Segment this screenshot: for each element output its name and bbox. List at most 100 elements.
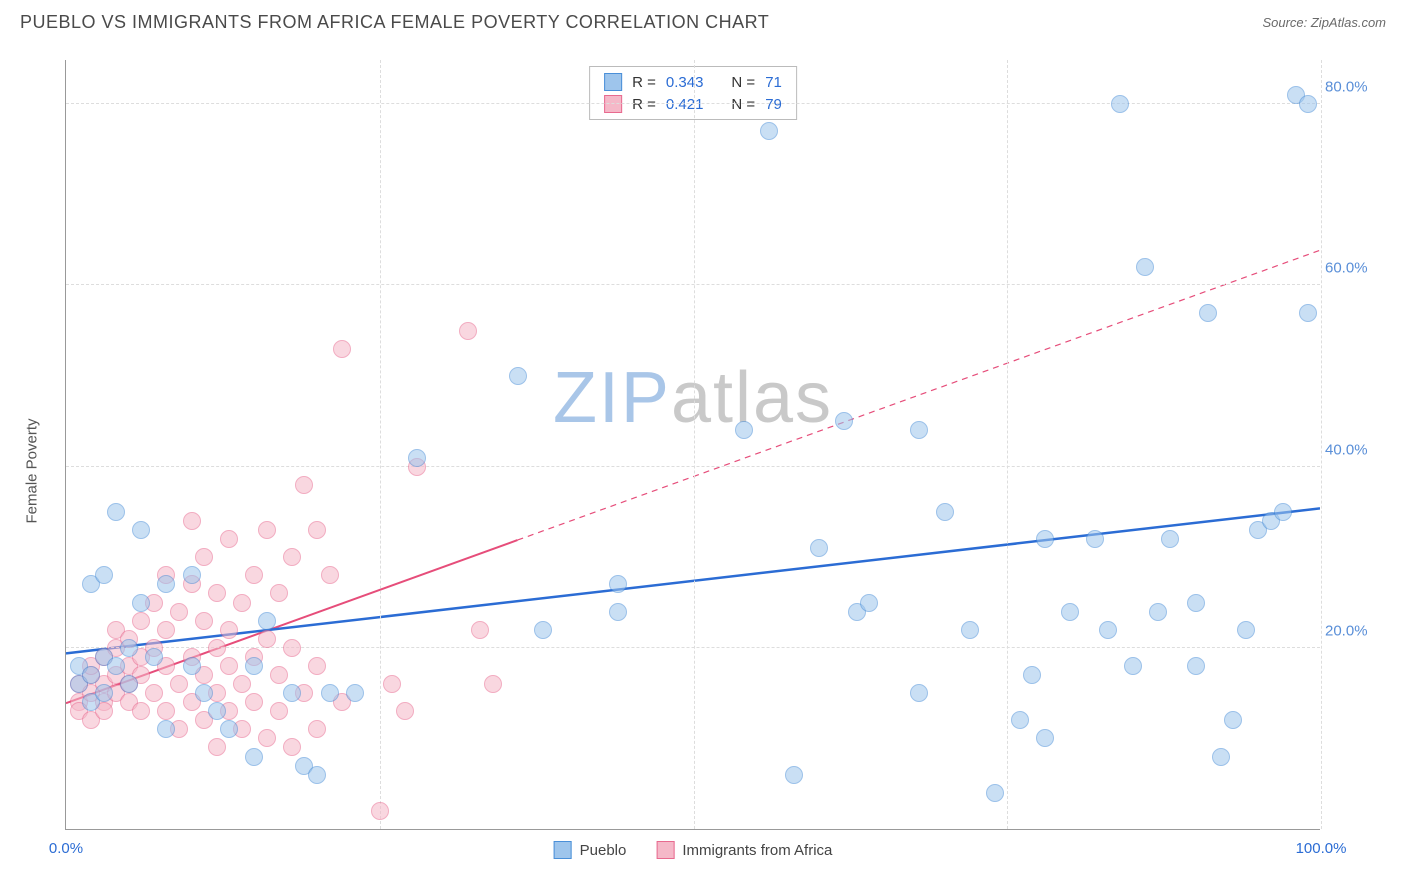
scatter-point-africa: [170, 675, 188, 693]
swatch-pueblo: [604, 73, 622, 91]
scatter-point-africa: [208, 738, 226, 756]
scatter-point-pueblo: [910, 684, 928, 702]
scatter-point-africa: [471, 621, 489, 639]
scatter-point-pueblo: [195, 684, 213, 702]
scatter-point-pueblo: [760, 122, 778, 140]
scatter-point-pueblo: [1149, 603, 1167, 621]
scatter-point-pueblo: [1061, 603, 1079, 621]
scatter-point-africa: [295, 476, 313, 494]
legend-item-africa: Immigrants from Africa: [656, 841, 832, 859]
scatter-point-pueblo: [120, 675, 138, 693]
scatter-point-pueblo: [120, 639, 138, 657]
scatter-point-pueblo: [785, 766, 803, 784]
scatter-point-africa: [170, 603, 188, 621]
scatter-point-pueblo: [157, 575, 175, 593]
scatter-point-africa: [233, 594, 251, 612]
legend-item-pueblo: Pueblo: [554, 841, 627, 859]
scatter-point-pueblo: [986, 784, 1004, 802]
scatter-point-pueblo: [1086, 530, 1104, 548]
scatter-point-pueblo: [609, 575, 627, 593]
scatter-point-pueblo: [534, 621, 552, 639]
scatter-point-pueblo: [95, 684, 113, 702]
scatter-point-pueblo: [936, 503, 954, 521]
scatter-point-africa: [132, 612, 150, 630]
stats-n-pueblo: 71: [765, 74, 782, 91]
scatter-point-africa: [220, 530, 238, 548]
scatter-point-pueblo: [220, 720, 238, 738]
scatter-point-pueblo: [1161, 530, 1179, 548]
scatter-point-pueblo: [183, 657, 201, 675]
stats-n-label: N =: [731, 74, 755, 91]
swatch-pueblo: [554, 841, 572, 859]
scatter-point-pueblo: [1099, 621, 1117, 639]
scatter-point-africa: [321, 566, 339, 584]
scatter-point-pueblo: [735, 421, 753, 439]
scatter-point-africa: [233, 675, 251, 693]
scatter-point-pueblo: [346, 684, 364, 702]
scatter-point-africa: [145, 684, 163, 702]
scatter-point-pueblo: [183, 566, 201, 584]
scatter-point-pueblo: [145, 648, 163, 666]
scatter-point-pueblo: [107, 657, 125, 675]
scatter-point-pueblo: [132, 521, 150, 539]
scatter-point-africa: [308, 720, 326, 738]
scatter-point-africa: [270, 584, 288, 602]
scatter-point-pueblo: [1111, 95, 1129, 113]
scatter-point-africa: [245, 693, 263, 711]
scatter-point-pueblo: [1136, 258, 1154, 276]
scatter-point-pueblo: [283, 684, 301, 702]
scatter-point-pueblo: [1299, 304, 1317, 322]
scatter-point-pueblo: [245, 748, 263, 766]
scatter-point-africa: [396, 702, 414, 720]
scatter-point-pueblo: [1187, 657, 1205, 675]
y-tick-label: 60.0%: [1325, 260, 1380, 277]
source-attribution: Source: ZipAtlas.com: [1262, 15, 1386, 30]
scatter-point-africa: [270, 702, 288, 720]
scatter-point-pueblo: [408, 449, 426, 467]
scatter-point-pueblo: [308, 766, 326, 784]
scatter-point-africa: [333, 340, 351, 358]
scatter-point-africa: [132, 702, 150, 720]
scatter-point-africa: [195, 612, 213, 630]
stats-r-pueblo: 0.343: [666, 74, 704, 91]
scatter-point-pueblo: [1199, 304, 1217, 322]
scatter-point-pueblo: [258, 612, 276, 630]
scatter-point-pueblo: [1299, 95, 1317, 113]
scatter-point-pueblo: [1187, 594, 1205, 612]
scatter-point-africa: [157, 621, 175, 639]
scatter-point-pueblo: [245, 657, 263, 675]
legend-label-pueblo: Pueblo: [580, 842, 627, 859]
scatter-point-africa: [283, 548, 301, 566]
scatter-point-pueblo: [132, 594, 150, 612]
scatter-point-africa: [371, 802, 389, 820]
scatter-point-africa: [270, 666, 288, 684]
scatter-point-africa: [258, 729, 276, 747]
y-tick-label: 80.0%: [1325, 79, 1380, 96]
scatter-point-pueblo: [509, 367, 527, 385]
scatter-point-pueblo: [1124, 657, 1142, 675]
swatch-africa: [656, 841, 674, 859]
chart-container: Female Poverty ZIPatlas R = 0.343 N = 71…: [20, 50, 1386, 892]
scatter-point-africa: [459, 322, 477, 340]
chart-title: PUEBLO VS IMMIGRANTS FROM AFRICA FEMALE …: [20, 12, 769, 33]
scatter-point-pueblo: [1237, 621, 1255, 639]
x-tick-min: 0.0%: [49, 840, 83, 857]
scatter-point-africa: [157, 702, 175, 720]
scatter-point-pueblo: [1224, 711, 1242, 729]
scatter-point-pueblo: [321, 684, 339, 702]
x-tick-max: 100.0%: [1296, 840, 1347, 857]
scatter-point-africa: [308, 657, 326, 675]
y-tick-label: 40.0%: [1325, 441, 1380, 458]
scatter-point-pueblo: [208, 702, 226, 720]
scatter-point-africa: [220, 657, 238, 675]
scatter-point-pueblo: [1036, 729, 1054, 747]
scatter-point-africa: [195, 548, 213, 566]
scatter-point-pueblo: [910, 421, 928, 439]
scatter-point-pueblo: [609, 603, 627, 621]
scatter-point-africa: [208, 639, 226, 657]
scatter-point-pueblo: [95, 566, 113, 584]
scatter-point-africa: [258, 630, 276, 648]
y-axis-label: Female Poverty: [24, 418, 41, 523]
plot-area: ZIPatlas R = 0.343 N = 71 R = 0.421 N = …: [65, 60, 1320, 830]
scatter-point-africa: [283, 738, 301, 756]
